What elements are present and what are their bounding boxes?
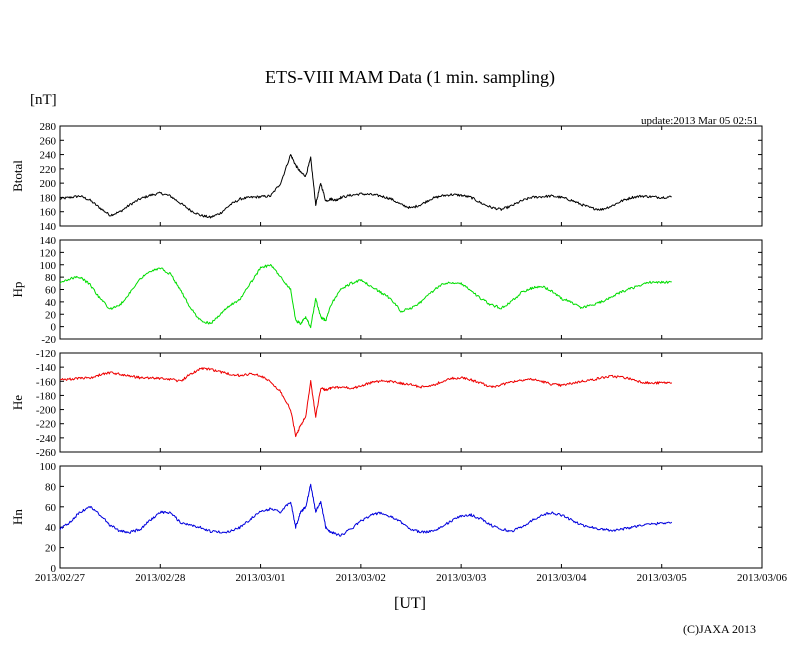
panel-frame bbox=[59, 352, 763, 453]
y-tick-label: 0 bbox=[51, 563, 57, 575]
update-label: update:2013 Mar 05 02:51 bbox=[641, 115, 758, 127]
y-tick-label: 140 bbox=[40, 221, 57, 233]
y-tick-label: 220 bbox=[40, 164, 57, 176]
y-tick-label: 280 bbox=[40, 121, 57, 133]
x-tick-label: 2013/03/06 bbox=[737, 572, 788, 584]
y-axis-label-hn: Hn bbox=[10, 509, 25, 525]
y-tick-label: -200 bbox=[36, 405, 57, 417]
y-tick-label: 100 bbox=[40, 260, 57, 272]
y-tick-label: 200 bbox=[40, 178, 57, 190]
chart-title: ETS-VIII MAM Data (1 min. sampling) bbox=[265, 67, 555, 88]
y-tick-label: 0 bbox=[51, 322, 57, 334]
series-line-he bbox=[59, 367, 673, 438]
panel-frame bbox=[59, 239, 763, 340]
y-tick-label: 60 bbox=[45, 285, 57, 297]
series-line-btotal bbox=[59, 154, 672, 219]
y-tick-label: 60 bbox=[45, 502, 57, 514]
x-axis-label: [UT] bbox=[394, 595, 426, 612]
y-tick-label: 20 bbox=[45, 309, 57, 321]
x-tick-label: 2013/03/05 bbox=[637, 572, 688, 584]
y-tick-label: 80 bbox=[45, 481, 57, 493]
y-tick-label: 80 bbox=[45, 272, 57, 284]
y-tick-label: -220 bbox=[36, 419, 57, 431]
y-tick-label: 120 bbox=[40, 247, 57, 259]
x-tick-label: 2013/03/01 bbox=[236, 572, 286, 584]
y-tick-label: 180 bbox=[40, 192, 57, 204]
unit-label: [nT] bbox=[30, 92, 57, 108]
x-axis: 2013/02/27 2013/02/28 2013/03/01 2013/03/02… bbox=[35, 572, 788, 584]
y-tick-label: 40 bbox=[45, 297, 57, 309]
y-tick-label: -20 bbox=[41, 334, 56, 346]
y-tick-label: 100 bbox=[40, 461, 57, 473]
x-tick-label: 2013/02/28 bbox=[135, 572, 186, 584]
panel-hn: 100 80 60 40 20 0 Hn bbox=[10, 461, 763, 575]
y-tick-label: 240 bbox=[40, 150, 57, 162]
copyright-label: (C)JAXA 2013 bbox=[683, 622, 756, 636]
x-tick-label: 2013/02/27 bbox=[35, 572, 86, 584]
x-tick-label: 2013/03/03 bbox=[436, 572, 487, 584]
y-tick-label: 40 bbox=[45, 522, 57, 534]
y-axis-label-he: He bbox=[10, 395, 25, 410]
panel-btotal: 280 260 240 220 200 180 160 140 Btotal bbox=[10, 121, 763, 233]
series-line-hp bbox=[59, 264, 672, 329]
y-axis-label-hp: Hp bbox=[10, 282, 25, 298]
panels: 280260240220200180160140Btotal1401201008… bbox=[10, 121, 763, 575]
panel-frame bbox=[59, 465, 763, 569]
x-tick-label: 2013/03/04 bbox=[536, 572, 587, 584]
x-tick-label: 2013/03/02 bbox=[336, 572, 386, 584]
panel-he: -120 -140 -160 -180 -200 -220 -240 -260 He bbox=[10, 348, 763, 459]
y-tick-label: 260 bbox=[40, 135, 57, 147]
y-tick-label: 20 bbox=[45, 543, 57, 555]
y-axis-label-btotal: Btotal bbox=[10, 160, 25, 192]
y-tick-label: -160 bbox=[36, 376, 57, 388]
panel-frame bbox=[59, 125, 763, 227]
y-tick-label: -240 bbox=[36, 433, 57, 445]
y-tick-label: 160 bbox=[40, 207, 57, 219]
y-tick-label: -180 bbox=[36, 390, 57, 402]
y-tick-label: -260 bbox=[36, 447, 57, 459]
y-tick-label: 140 bbox=[40, 235, 57, 247]
series-line-hn bbox=[59, 483, 673, 537]
y-tick-label: -140 bbox=[36, 362, 57, 374]
y-tick-label: -120 bbox=[36, 348, 57, 360]
